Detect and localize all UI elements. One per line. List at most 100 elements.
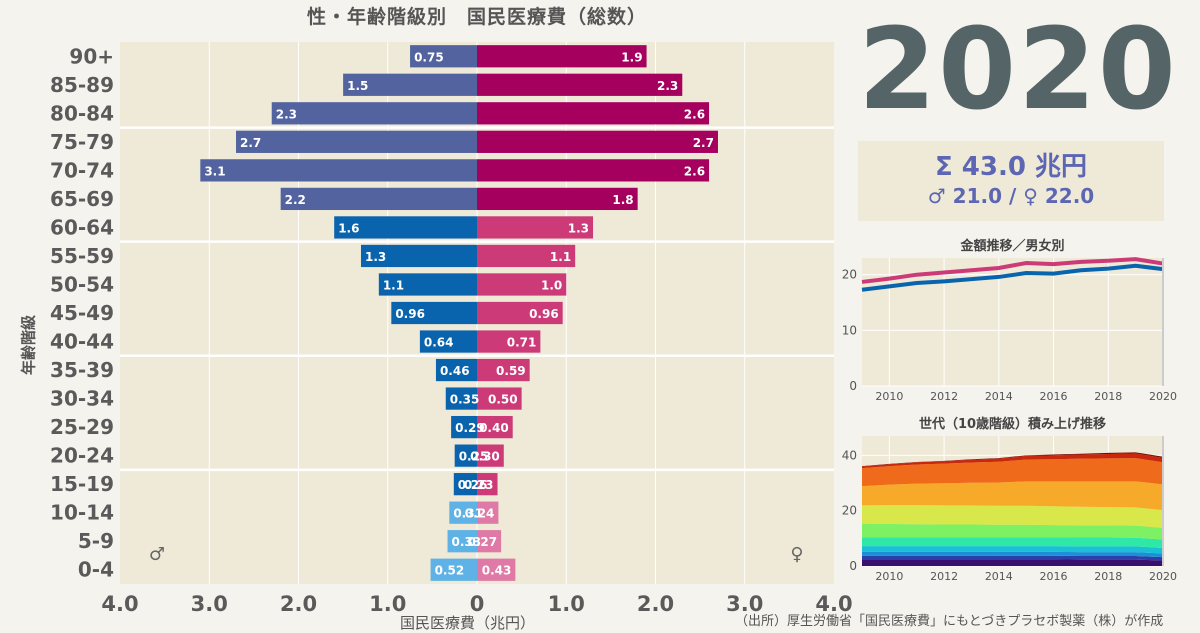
male-bar <box>280 187 477 211</box>
mini-plot-background <box>862 258 1163 386</box>
age-tick-label: 10-14 <box>50 501 114 525</box>
mini-x-tick: 2018 <box>1094 390 1122 403</box>
female-bar <box>477 530 502 553</box>
trend-line-1 <box>861 257 1164 284</box>
female-bar-label: 2.6 <box>684 164 705 178</box>
total-amount: Σ 43.0 兆円 <box>934 152 1087 182</box>
male-bar-label: 0.75 <box>414 50 444 64</box>
female-bar-label: 1.1 <box>550 250 571 264</box>
female-bar <box>477 73 683 96</box>
male-bar <box>378 273 477 296</box>
female-bar-label: 1.3 <box>568 221 589 235</box>
stack-layer-6 <box>862 505 1163 528</box>
x-tick-label: 3.0 <box>191 592 228 616</box>
x-tick-label: 1.0 <box>548 592 585 616</box>
total-panel <box>858 141 1164 221</box>
mini-y-tick: 0 <box>849 379 857 393</box>
age-tick-label: 80-84 <box>50 101 114 125</box>
female-bar <box>477 130 718 153</box>
male-bar <box>236 130 477 153</box>
age-tick-label: 70-74 <box>50 158 114 182</box>
male-bar-label: 0.96 <box>395 307 425 321</box>
x-tick-label: 0 <box>470 592 485 616</box>
female-bar-label: 0.23 <box>464 478 494 492</box>
age-tick-label: 90+ <box>69 44 114 68</box>
male-bar-label: 1.6 <box>338 221 359 235</box>
female-bar <box>477 358 530 382</box>
stack-layer-1 <box>862 555 1163 561</box>
female-bar-label: 1.8 <box>612 193 633 207</box>
age-tick-label: 40-44 <box>50 330 114 354</box>
female-bar <box>477 415 513 439</box>
y-axis-label: 年齢階級 <box>19 314 38 376</box>
male-bar <box>453 473 477 496</box>
mini-y-tick: 20 <box>842 504 857 518</box>
male-symbol: ♂ <box>149 544 165 565</box>
gender-breakdown: ♂ 21.0 / ♀ 22.0 <box>927 184 1095 208</box>
female-bar <box>477 45 647 68</box>
age-tick-label: 75-79 <box>50 130 114 154</box>
age-tick-label: 20-24 <box>50 444 114 468</box>
male-bar-label: 0.26 <box>458 478 488 492</box>
female-bar-label: 0.27 <box>467 535 497 549</box>
stack-layer-2 <box>862 551 1163 558</box>
mini-y-tick: 0 <box>849 559 857 573</box>
stack-layer-3 <box>862 546 1163 554</box>
female-bar <box>477 473 498 496</box>
female-bar-label: 0.96 <box>529 307 559 321</box>
female-bar-label: 1.9 <box>621 50 642 64</box>
female-bar <box>477 102 710 125</box>
female-bar <box>477 273 567 296</box>
stack-layer-0 <box>862 559 1163 566</box>
female-bar-label: 2.3 <box>657 79 678 93</box>
male-bar-label: 0.33 <box>452 535 482 549</box>
male-bar <box>419 330 477 353</box>
male-bar-label: 0.29 <box>455 421 485 435</box>
male-bar-label: 1.1 <box>383 278 404 292</box>
male-bar <box>410 45 477 68</box>
male-bar <box>430 558 477 581</box>
mini-x-tick: 2018 <box>1094 570 1122 583</box>
x-tick-label: 2.0 <box>637 592 674 616</box>
female-symbol: ♀ <box>790 544 803 565</box>
female-bar <box>477 159 710 182</box>
year-display: 2020 <box>858 5 1178 135</box>
stack-layer-7 <box>862 481 1163 511</box>
male-bar <box>360 244 477 268</box>
male-bar <box>445 387 477 410</box>
male-bar <box>447 530 477 553</box>
age-tick-label: 65-69 <box>50 187 114 211</box>
female-bar-label: 0.24 <box>465 507 495 521</box>
x-tick-label: 1.0 <box>369 592 406 616</box>
mini-x-tick: 2020 <box>1149 570 1177 583</box>
trend-line-0 <box>861 263 1164 292</box>
mini-x-tick: 2014 <box>985 390 1013 403</box>
female-bar-label: 1.0 <box>541 278 562 292</box>
female-bar-label: 2.7 <box>693 136 714 150</box>
x-tick-label: 2.0 <box>280 592 317 616</box>
age-tick-label: 15-19 <box>50 472 114 496</box>
female-bar-label: 0.43 <box>482 564 512 578</box>
female-bar <box>477 330 541 353</box>
source-note: （出所）厚生労働省「国民医療費」にもとづきプラセボ製薬（株）が作成 <box>735 614 1164 629</box>
male-bar-label: 2.3 <box>276 107 297 121</box>
mini-x-tick: 2012 <box>930 570 958 583</box>
mini-x-tick: 2010 <box>875 390 903 403</box>
female-bar-label: 0.40 <box>479 421 509 435</box>
male-bar <box>343 73 477 96</box>
stack-layer-5 <box>862 523 1163 540</box>
mini-y-tick: 10 <box>842 323 857 337</box>
age-tick-label: 0-4 <box>78 558 114 582</box>
mini-chart-title-2: 世代（10歳階級）積み上げ推移 <box>919 416 1106 432</box>
mini-x-tick: 2014 <box>985 570 1013 583</box>
male-bar <box>391 301 477 325</box>
mini-y-tick: 40 <box>842 448 857 462</box>
female-bar <box>477 501 499 524</box>
mini-x-tick: 2020 <box>1149 390 1177 403</box>
stack-layer-9 <box>862 453 1163 469</box>
mini-x-tick: 2010 <box>875 570 903 583</box>
mini-chart-title-1: 金額推移／男女別 <box>959 238 1064 254</box>
male-bar-label: 0.35 <box>450 393 480 407</box>
male-bar <box>271 102 477 125</box>
age-tick-label: 55-59 <box>50 244 114 268</box>
